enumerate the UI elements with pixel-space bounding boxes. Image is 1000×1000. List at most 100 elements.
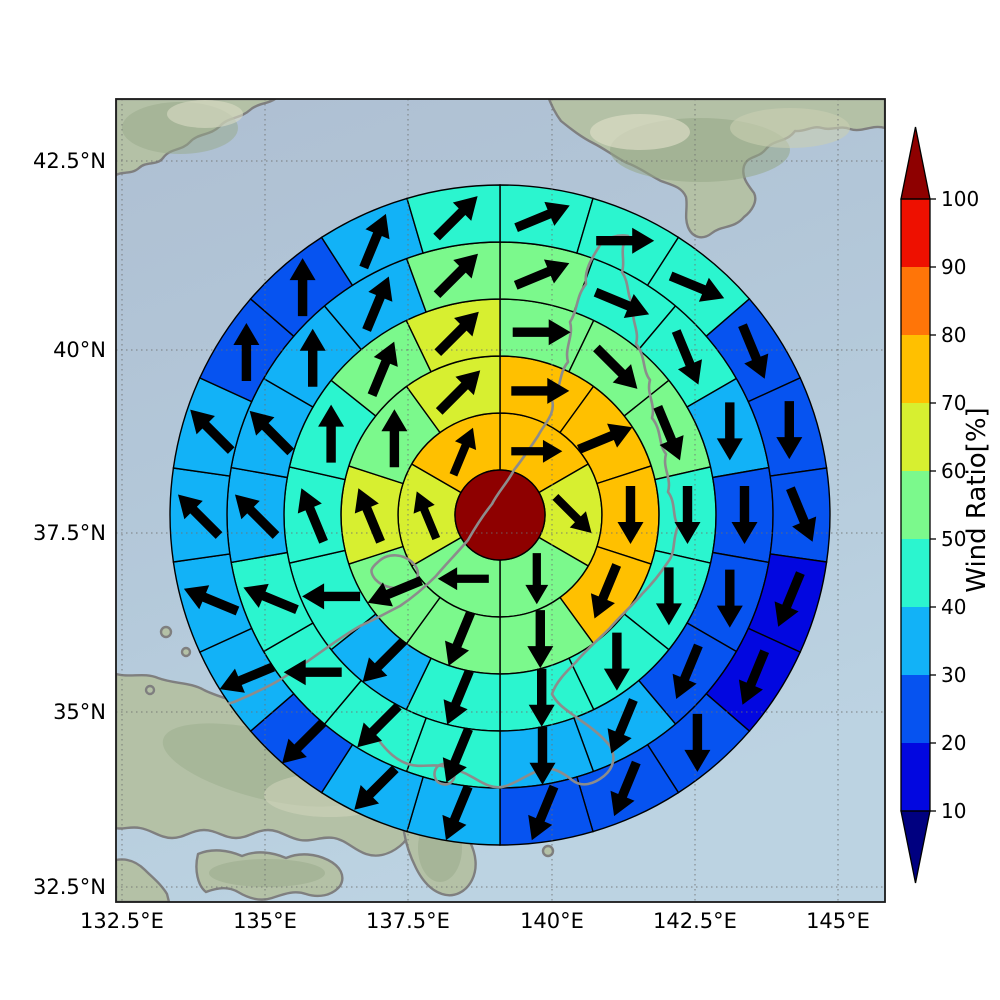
arrow-glyph: [655, 567, 682, 626]
wind-arrow-r3-s2: [653, 405, 684, 461]
wind-arrow-r2-s9: [435, 370, 481, 415]
x-tick-label: 142.5°E: [653, 909, 737, 933]
y-tick-label: 40°N: [53, 338, 106, 362]
arrow-glyph: [413, 491, 441, 541]
wind-arrow-r3-s5: [603, 632, 630, 691]
colorbar-tick-label: 20: [941, 731, 966, 755]
arrow-glyph: [234, 494, 280, 539]
arrow-glyph: [249, 410, 295, 456]
wind-arrow-r4-s16: [362, 276, 393, 332]
wind-arrow-r4-s2: [671, 329, 702, 385]
wind-arrows: [177, 196, 817, 841]
arrow-glyph: [511, 377, 570, 404]
arrow-glyph: [527, 610, 554, 669]
colorbar-tick-label: 30: [941, 663, 966, 687]
wind-arrow-r2-s0: [511, 377, 570, 404]
arrow-glyph: [442, 727, 473, 783]
arrow-glyph: [357, 702, 402, 748]
arrow-glyph: [433, 253, 479, 299]
wind-arrow-r4-s8: [529, 726, 556, 785]
arrow-glyph: [776, 401, 803, 460]
wind-arrow-r4-s4: [731, 486, 758, 544]
coastline-honshu-east: [378, 234, 680, 789]
arrow-glyph: [318, 404, 345, 463]
wind-arrow-r5-s9: [610, 760, 641, 817]
wind-arrow-r1-s2: [525, 553, 549, 605]
arrow-glyph: [445, 610, 476, 666]
wind-arrow-r3-s4: [655, 567, 682, 626]
wind-arrow-r3-s3: [674, 486, 701, 544]
wind-arrow-r5-s13: [282, 719, 327, 764]
wind-arrow-r5-s8: [684, 713, 711, 772]
y-tick-label: 35°N: [53, 700, 106, 724]
arrow-glyph: [362, 276, 393, 332]
wind-arrow-r5-s10: [528, 784, 559, 841]
center-hole: [454, 469, 546, 561]
wind-arrow-r2-s4: [527, 610, 554, 669]
wind-arrow-r4-s11: [283, 659, 342, 686]
colorbar-segment-20-30: [901, 675, 930, 743]
wind-arrow-r3-s0: [512, 319, 571, 346]
wind-arrow-r5-s7: [738, 649, 770, 705]
arrow-glyph: [177, 494, 223, 539]
colorbar-segment-60-70: [901, 403, 930, 471]
wind-arrow-r4-s6: [672, 643, 703, 699]
colorbar-segment-70-80: [901, 335, 930, 403]
wind-arrow-r5-s18: [233, 323, 260, 381]
wind-arrow-r1-s3: [437, 567, 489, 591]
arrow-glyph: [731, 486, 758, 544]
arrow-glyph: [354, 765, 399, 810]
x-tick-label: 137.5°E: [366, 909, 450, 933]
colorbar: 100 90 80 70 60 50 40 30 20 10: [900, 126, 979, 884]
arrow-glyph: [529, 726, 556, 785]
arrow-glyph: [653, 405, 684, 461]
arrow-glyph: [442, 784, 473, 841]
arrow-glyph: [354, 488, 385, 544]
wind-arrow-r5-s2: [668, 271, 725, 302]
x-tick-label: 145°E: [806, 909, 870, 933]
wind-arrow-r4-s15: [299, 328, 326, 387]
colorbar-title: Wind Ratio[%]: [962, 407, 992, 592]
coastline-honshu-west: [169, 243, 602, 710]
colorbar-tick-label: 60: [941, 459, 966, 483]
colorbar-tick-label: 40: [941, 595, 966, 619]
wind-arrow-r1-s5: [449, 427, 477, 477]
arrow-glyph: [593, 287, 650, 318]
colorbar-outline: [900, 198, 931, 812]
wind-arrow-r5-s0: [514, 201, 570, 233]
arrow-glyph: [607, 698, 638, 754]
arrow-glyph: [738, 649, 770, 705]
wind-arrow-r5-s1: [596, 227, 655, 254]
colorbar-segment-80-90: [901, 267, 930, 335]
colorbar-tick-label: 70: [941, 391, 966, 415]
x-tick-label: 135°E: [233, 909, 297, 933]
x-tick-label: 140°E: [520, 909, 584, 933]
island: [180, 646, 192, 658]
colorbar-segment-10-20: [901, 743, 930, 811]
colorbar-segment-50-60: [901, 471, 930, 539]
colorbar-tick-label: 100: [941, 187, 979, 211]
arrow-glyph: [219, 662, 275, 693]
arrow-glyph: [590, 563, 622, 619]
wind-arrow-r4-s10: [357, 702, 402, 748]
arrow-glyph: [512, 319, 571, 346]
arrow-glyph: [596, 227, 655, 254]
wind-arrow-r4-s13: [234, 494, 280, 539]
arrow-glyph: [674, 486, 701, 544]
arrow-glyph: [684, 713, 711, 772]
wind-arrow-r3-s10: [297, 488, 328, 544]
y-axis-tick-labels: 42.5°N 40°N 37.5°N 35°N 32.5°N: [33, 149, 106, 899]
arrow-glyph: [283, 659, 342, 686]
wind-arrow-r3-s13: [434, 311, 479, 357]
wind-arrow-r2-s8: [381, 409, 408, 468]
land-kyushu: [116, 858, 171, 902]
arrow-glyph: [443, 669, 474, 725]
arrow-glyph: [668, 271, 725, 302]
arrow-glyph: [282, 719, 327, 764]
wind-arrow-r4-s14: [249, 410, 295, 456]
arrow-glyph: [359, 213, 390, 270]
wind-arrow-r4-s7: [607, 698, 638, 754]
arrow-glyph: [593, 344, 638, 389]
wind-arrow-r1-s0: [511, 439, 563, 463]
